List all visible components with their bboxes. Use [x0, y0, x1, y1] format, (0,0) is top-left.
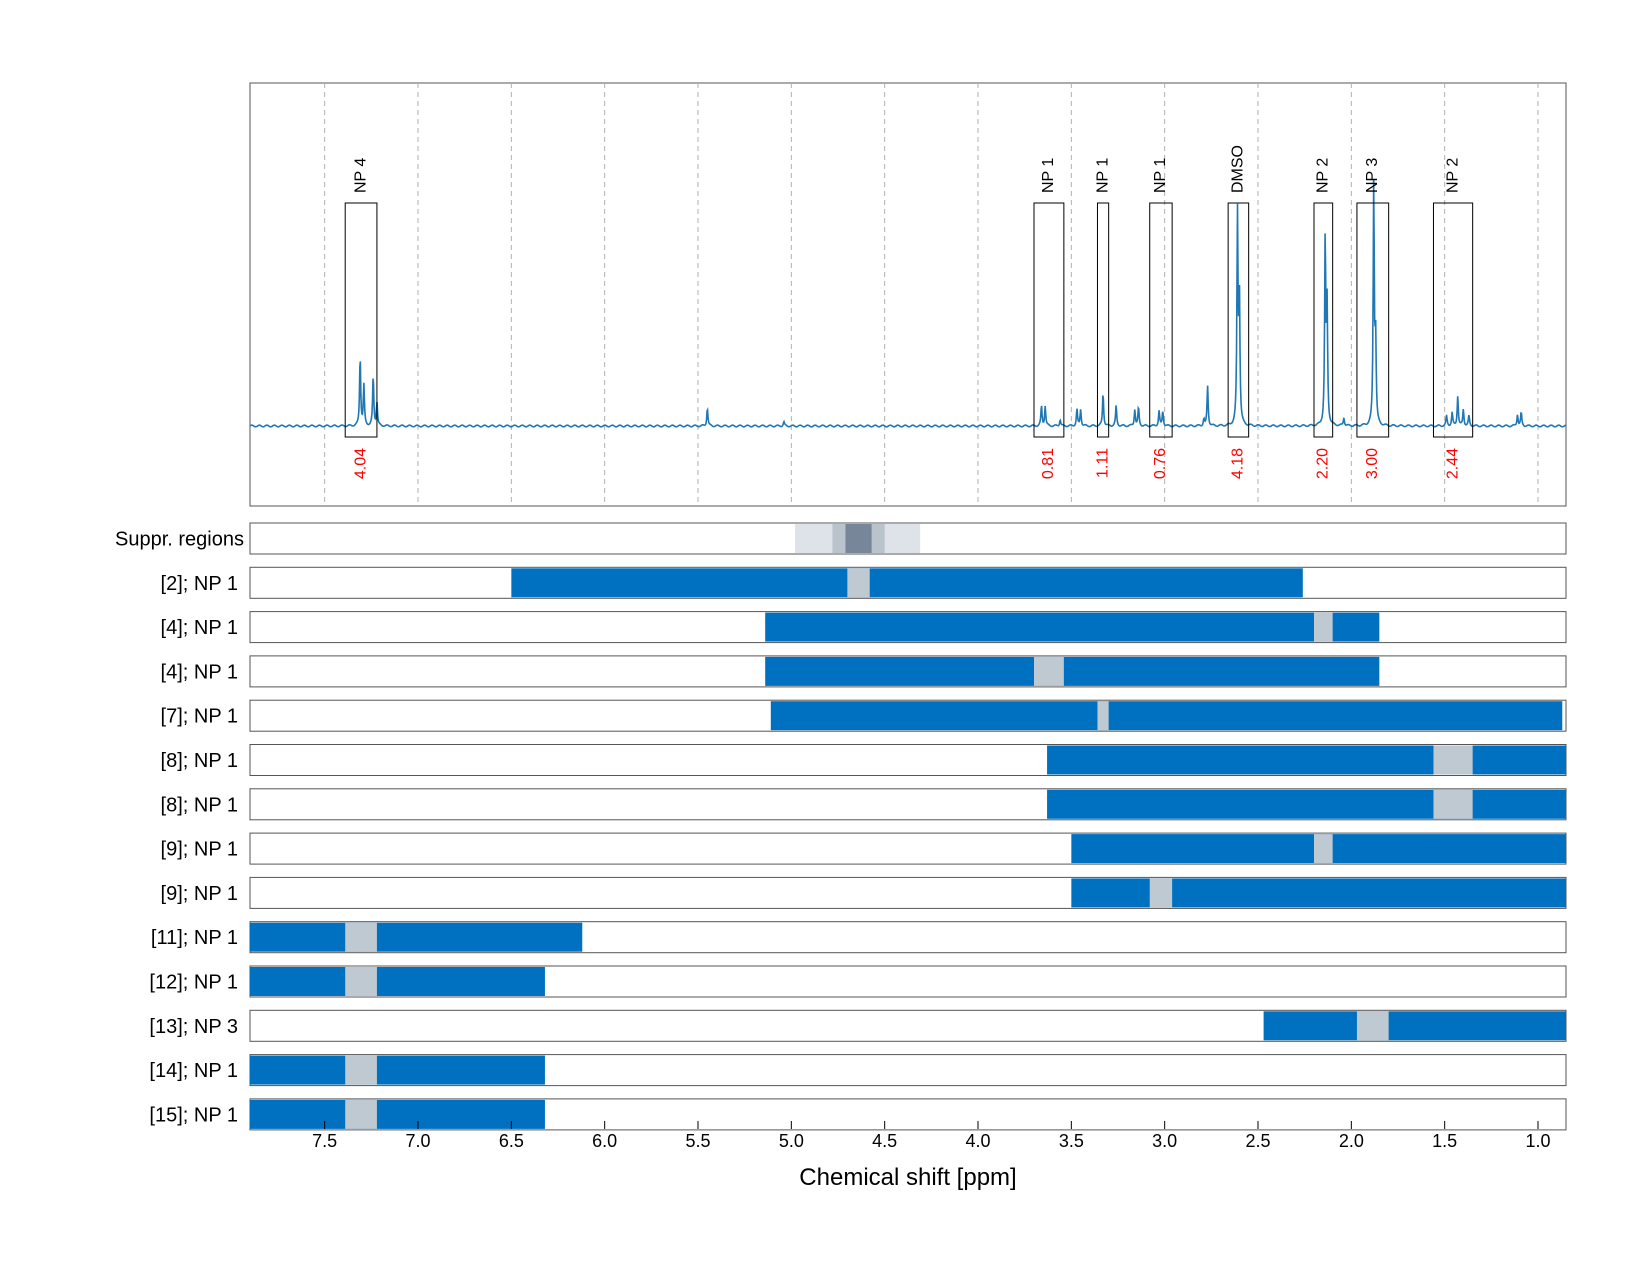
x-tick-label: 2.0 — [1339, 1131, 1364, 1151]
region-marker — [1314, 834, 1333, 864]
region-bar — [250, 1055, 545, 1085]
annotation-label: NP 4 — [352, 158, 369, 193]
x-tick-label: 4.5 — [872, 1131, 897, 1151]
row-label: [9]; NP 1 — [161, 839, 238, 861]
region-marker — [345, 967, 377, 996]
row-label: [9]; NP 1 — [161, 883, 238, 905]
region-rows: Suppr. regions [2]; NP 1 [4]; NP 1 [4]; NP … — [115, 522, 1567, 1131]
region-bar — [250, 1099, 545, 1129]
x-tick-label: 1.0 — [1525, 1131, 1550, 1151]
row-label: Suppr. regions — [115, 529, 244, 551]
x-tick-label: 6.5 — [499, 1131, 524, 1151]
integral-value: 2.44 — [1444, 448, 1461, 479]
annotation-box — [1227, 202, 1250, 438]
region-marker — [345, 922, 377, 952]
integral-value: 1.11 — [1094, 448, 1111, 478]
region-marker — [847, 568, 870, 598]
region-marker — [345, 1099, 377, 1129]
region-marker — [345, 1055, 377, 1085]
x-axis: 7.5 7.0 6.5 6.0 5.5 5.0 4.5 4.0 3.5 3.0 2.5 2.0 1.5 1… — [312, 1121, 1551, 1151]
x-tick-label: 5.5 — [685, 1131, 710, 1151]
region-bar — [511, 568, 1303, 598]
annotation-label: NP 1 — [1152, 158, 1169, 193]
integral-value: 0.81 — [1040, 448, 1057, 479]
annotation-label: DMSO — [1230, 145, 1247, 193]
x-tick-label: 7.5 — [312, 1131, 337, 1151]
annotation-box — [1149, 202, 1173, 438]
row-label: [11]; NP 1 — [151, 927, 238, 949]
row-label: [8]; NP 1 — [161, 794, 238, 816]
annotation-box — [1356, 202, 1390, 438]
region-bar — [765, 656, 1380, 686]
spectrum-line — [249, 179, 1567, 428]
row-label: [7]; NP 1 — [161, 706, 238, 728]
region-marker — [1433, 745, 1473, 775]
x-tick-label: 4.0 — [965, 1131, 990, 1151]
region-marker — [1433, 789, 1473, 819]
suppressed-band — [845, 524, 872, 553]
x-tick-label: 3.5 — [1059, 1131, 1084, 1151]
region-bar — [765, 612, 1380, 642]
region-bar — [1071, 878, 1566, 908]
region-bar — [250, 922, 583, 952]
row-label: [8]; NP 1 — [161, 750, 238, 772]
region-bar — [1263, 1011, 1566, 1041]
region-bar — [1047, 789, 1566, 819]
x-tick-label: 1.5 — [1432, 1131, 1457, 1151]
region-bar — [770, 701, 1563, 731]
row-label: [15]; NP 1 — [149, 1104, 238, 1126]
integral-value: 3.00 — [1364, 448, 1381, 479]
annotation-label: NP 2 — [1444, 158, 1461, 193]
x-tick-label: 2.5 — [1245, 1131, 1270, 1151]
row-label: [4]; NP 1 — [161, 661, 238, 683]
region-bar — [1047, 745, 1566, 775]
row-label: [12]; NP 1 — [149, 972, 238, 994]
spectrum — [249, 179, 1567, 428]
region-marker — [1034, 656, 1064, 686]
region-bar — [250, 967, 545, 996]
region-marker — [1097, 701, 1109, 731]
integral-value: 2.20 — [1315, 448, 1332, 479]
x-tick-label: 3.0 — [1152, 1131, 1177, 1151]
peak-annotations: NP 4 4.04 NP 1 0.81 NP 1 1.11 NP 1 0.76 DMSO 4.18… — [344, 145, 1474, 479]
row-label: [14]; NP 1 — [149, 1060, 238, 1082]
annotation-box — [344, 202, 378, 438]
annotation-label: NP 2 — [1315, 158, 1332, 193]
x-tick-label: 6.0 — [592, 1131, 617, 1151]
annotation-label: NP 1 — [1040, 158, 1057, 193]
annotation-box — [1033, 202, 1065, 438]
region-marker — [1314, 612, 1333, 642]
x-tick-label: 5.0 — [779, 1131, 804, 1151]
annotation-label: NP 1 — [1094, 158, 1111, 193]
annotation-box — [1096, 202, 1110, 438]
grid-lines — [324, 83, 1539, 506]
region-marker — [1149, 878, 1173, 908]
region-marker — [1356, 1011, 1389, 1041]
row-label: [4]; NP 1 — [161, 617, 238, 639]
annotation-box — [1432, 202, 1474, 438]
integral-value: 0.76 — [1152, 448, 1169, 479]
x-tick-label: 7.0 — [405, 1131, 430, 1151]
row-label: [2]; NP 1 — [161, 573, 238, 595]
spectrum-panel — [249, 82, 1567, 507]
integral-value: 4.04 — [352, 448, 369, 479]
x-axis-label: Chemical shift [ppm] — [799, 1164, 1016, 1191]
integral-value: 4.18 — [1230, 448, 1247, 479]
row-label: [13]; NP 3 — [149, 1016, 238, 1038]
annotation-box — [1313, 202, 1334, 438]
annotation-label: NP 3 — [1364, 158, 1381, 193]
